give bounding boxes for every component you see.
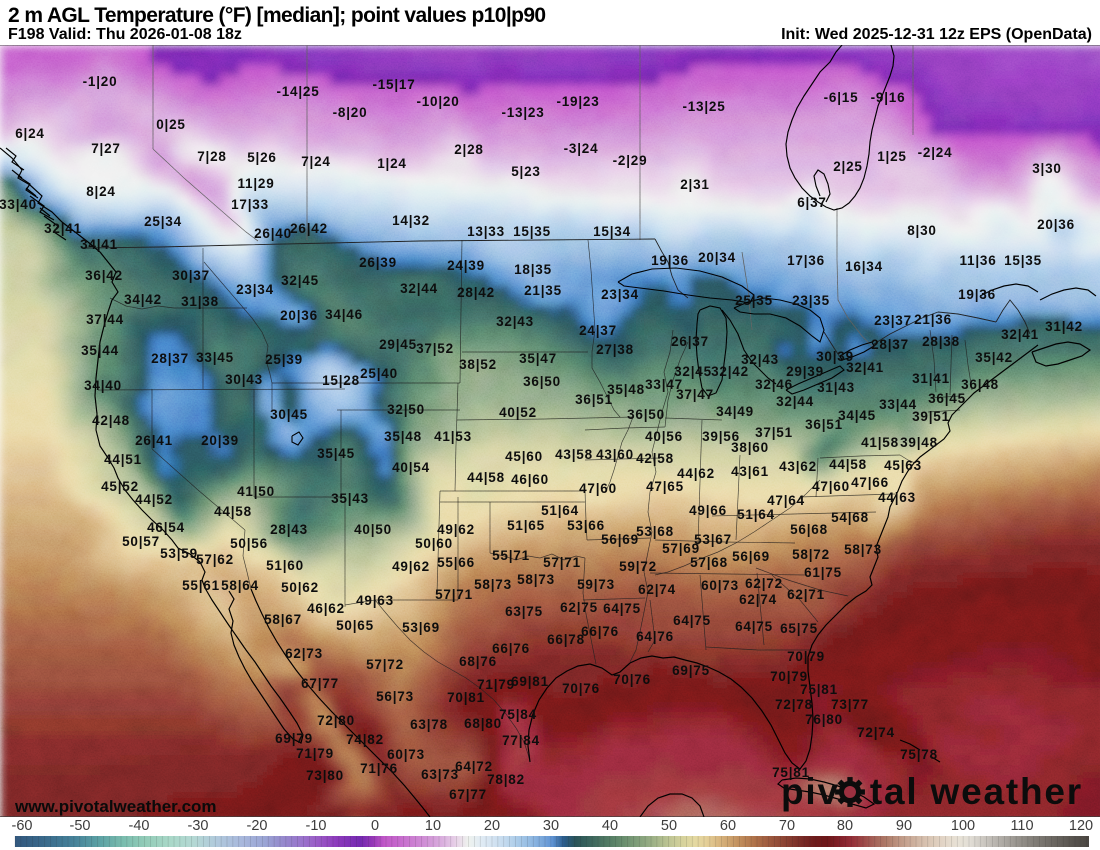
svg-text:-8|20: -8|20 xyxy=(333,105,368,120)
svg-text:36|42: 36|42 xyxy=(85,268,123,283)
svg-text:33|45: 33|45 xyxy=(196,350,234,365)
svg-text:34|40: 34|40 xyxy=(84,378,122,393)
svg-text:21|36: 21|36 xyxy=(914,312,952,327)
svg-text:38|52: 38|52 xyxy=(459,357,497,372)
svg-text:20|36: 20|36 xyxy=(280,308,318,323)
svg-text:25|34: 25|34 xyxy=(144,214,182,229)
svg-text:2|25: 2|25 xyxy=(833,159,863,174)
svg-text:29|45: 29|45 xyxy=(379,337,417,352)
svg-text:33|40: 33|40 xyxy=(0,197,37,212)
svg-text:8|24: 8|24 xyxy=(86,184,116,199)
svg-text:8|30: 8|30 xyxy=(907,223,937,238)
svg-text:6|24: 6|24 xyxy=(15,126,45,141)
svg-text:-3|24: -3|24 xyxy=(564,141,599,156)
svg-text:2|28: 2|28 xyxy=(454,142,484,157)
svg-text:-14|25: -14|25 xyxy=(276,84,319,99)
svg-text:13|33: 13|33 xyxy=(467,224,505,239)
svg-text:19|36: 19|36 xyxy=(958,287,996,302)
svg-text:25|39: 25|39 xyxy=(265,352,303,367)
svg-text:17|36: 17|36 xyxy=(787,253,825,268)
svg-text:2|31: 2|31 xyxy=(680,177,710,192)
svg-text:31|38: 31|38 xyxy=(181,294,219,309)
svg-text:11|29: 11|29 xyxy=(237,176,274,191)
svg-text:18|35: 18|35 xyxy=(514,262,552,277)
svg-text:24|39: 24|39 xyxy=(447,258,485,273)
svg-text:7|28: 7|28 xyxy=(197,149,227,164)
svg-text:34|42: 34|42 xyxy=(124,292,162,307)
svg-text:-13|25: -13|25 xyxy=(682,99,725,114)
svg-text:37|52: 37|52 xyxy=(416,341,454,356)
svg-text:-2|24: -2|24 xyxy=(918,145,953,160)
svg-text:-1|20: -1|20 xyxy=(83,74,118,89)
svg-text:14|32: 14|32 xyxy=(392,213,430,228)
svg-text:15|35: 15|35 xyxy=(513,224,551,239)
svg-text:17|33: 17|33 xyxy=(231,197,269,212)
svg-text:32|41: 32|41 xyxy=(44,221,82,236)
svg-text:20|36: 20|36 xyxy=(1037,217,1075,232)
svg-text:-9|16: -9|16 xyxy=(871,90,906,105)
svg-text:23|34: 23|34 xyxy=(236,282,274,297)
svg-text:20|34: 20|34 xyxy=(698,250,736,265)
svg-text:6|37: 6|37 xyxy=(797,195,827,210)
svg-text:11|36: 11|36 xyxy=(959,253,996,268)
svg-text:15|34: 15|34 xyxy=(593,224,631,239)
svg-text:-13|23: -13|23 xyxy=(501,105,544,120)
svg-text:26|42: 26|42 xyxy=(290,221,328,236)
svg-text:32|44: 32|44 xyxy=(400,281,438,296)
svg-text:5|23: 5|23 xyxy=(511,164,541,179)
svg-text:1|25: 1|25 xyxy=(877,149,907,164)
svg-text:7|24: 7|24 xyxy=(301,154,331,169)
svg-text:28|42: 28|42 xyxy=(457,285,495,300)
svg-text:-2|29: -2|29 xyxy=(613,153,648,168)
svg-text:26|39: 26|39 xyxy=(359,255,397,270)
svg-text:32|43: 32|43 xyxy=(496,314,534,329)
svg-text:-6|15: -6|15 xyxy=(824,90,859,105)
svg-text:28|37: 28|37 xyxy=(151,351,189,366)
svg-text:1|24: 1|24 xyxy=(377,156,407,171)
svg-text:34|41: 34|41 xyxy=(80,237,118,252)
svg-text:25|35: 25|35 xyxy=(735,293,773,308)
svg-text:-10|20: -10|20 xyxy=(416,94,459,109)
svg-text:16|34: 16|34 xyxy=(845,259,883,274)
svg-text:32|45: 32|45 xyxy=(281,273,319,288)
svg-text:19|36: 19|36 xyxy=(651,253,689,268)
svg-text:35|44: 35|44 xyxy=(81,343,119,358)
svg-text:0|25: 0|25 xyxy=(156,117,186,132)
svg-text:31|42: 31|42 xyxy=(1045,319,1083,334)
svg-text:26|40: 26|40 xyxy=(254,226,292,241)
svg-text:21|35: 21|35 xyxy=(524,283,562,298)
svg-text:23|35: 23|35 xyxy=(792,293,830,308)
svg-text:5|26: 5|26 xyxy=(247,150,277,165)
svg-text:23|37: 23|37 xyxy=(874,313,912,328)
svg-text:-15|17: -15|17 xyxy=(372,77,415,92)
svg-text:30|37: 30|37 xyxy=(172,268,210,283)
svg-text:23|34: 23|34 xyxy=(601,287,639,302)
svg-text:34|46: 34|46 xyxy=(325,307,363,322)
svg-text:37|44: 37|44 xyxy=(86,312,124,327)
svg-text:15|35: 15|35 xyxy=(1004,253,1042,268)
svg-text:-19|23: -19|23 xyxy=(556,94,599,109)
svg-text:7|27: 7|27 xyxy=(91,141,121,156)
svg-text:3|30: 3|30 xyxy=(1032,161,1062,176)
